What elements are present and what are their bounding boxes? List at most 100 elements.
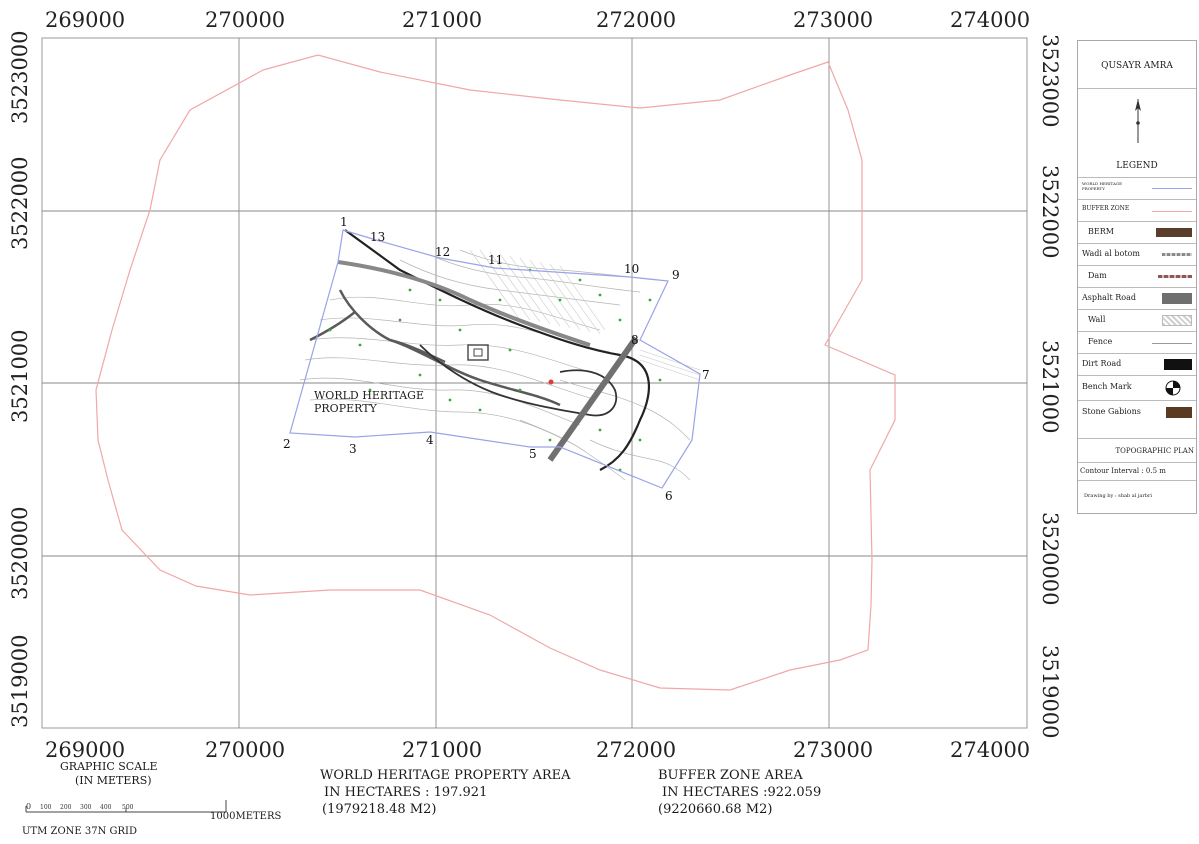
point-label-4: 4 — [426, 433, 434, 447]
whp-area-line3: (1979218.48 M2) — [322, 802, 437, 817]
x-tick-bottom-3: 271000 — [402, 738, 482, 762]
gabions-icon — [1166, 407, 1192, 418]
map-label-line2: PROPERTY — [314, 402, 378, 415]
scale-tick-100: 100 — [40, 804, 52, 811]
legend-label-asphalt: Asphalt Road — [1082, 293, 1136, 302]
north-arrow-box: LEGEND — [1078, 88, 1196, 186]
scale-units: (IN METERS) — [75, 774, 152, 787]
x-tick-top-4: 272000 — [596, 8, 676, 32]
asphalt-road-icon — [1162, 293, 1192, 304]
x-tick-bottom-1: 269000 — [45, 738, 125, 762]
asphalt-road — [547, 336, 639, 462]
y-tick-right-2: 3522000 — [1038, 165, 1062, 259]
point-label-3: 3 — [349, 442, 357, 456]
building-inner — [473, 348, 483, 357]
hatched-area — [469, 249, 701, 381]
legend-item-fence: Fence — [1078, 331, 1196, 353]
berm-box-icon — [1156, 228, 1192, 237]
x-tick-top-1: 269000 — [45, 8, 125, 32]
legend-item-asphalt: Asphalt Road — [1078, 287, 1196, 309]
point-label-1: 1 — [340, 215, 348, 229]
scale-tick-400: 400 — [100, 804, 112, 811]
legend-label-whp: WORLD HERITAGE PROPERTY — [1082, 181, 1122, 191]
legend-plan-title: TOPOGRAPHIC PLAN — [1115, 447, 1194, 455]
point-label-12: 12 — [435, 245, 450, 259]
legend-label-wadi: Wadi al botom — [1082, 249, 1140, 258]
grid-lines — [42, 38, 1027, 728]
legend-heading: LEGEND — [1116, 161, 1158, 171]
y-tick-right-4: 3520000 — [1038, 512, 1062, 606]
legend-panel: QUSAYR AMRA LEGEND WORLD HERITAGE PROPER… — [1077, 40, 1197, 514]
x-tick-top-6: 274000 — [950, 8, 1030, 32]
buffer-line-icon — [1152, 211, 1192, 212]
fence-line-icon — [1152, 343, 1192, 344]
legend-label-dam: Dam — [1088, 271, 1107, 280]
buffer-area-line3: (9220660.68 M2) — [658, 802, 773, 817]
north-arrow-icon — [1135, 99, 1141, 143]
dirt-road — [344, 229, 651, 471]
dirt-road-icon — [1164, 359, 1192, 370]
map-label-line1: WORLD HERITAGE — [314, 389, 424, 402]
y-tick-left-2: 3522000 — [8, 156, 32, 250]
legend-item-gabions: Stone Gabions — [1078, 400, 1196, 424]
legend-label-buffer: BUFFER ZONE — [1082, 205, 1130, 212]
utm-grid-label: UTM ZONE 37N GRID — [22, 826, 138, 837]
x-tick-bottom-4: 272000 — [596, 738, 676, 762]
legend-contour: Contour Interval : 0.5 m — [1080, 467, 1166, 475]
y-tick-right-1: 3523000 — [1038, 34, 1062, 128]
legend-item-bench-mark: Bench Mark — [1078, 375, 1196, 400]
legend-item-whp: WORLD HERITAGE PROPERTY — [1078, 177, 1196, 199]
buffer-zone-boundary — [95, 54, 896, 691]
buffer-area-line2: IN HECTARES :922.059 — [662, 785, 822, 800]
y-tick-left-3: 3521000 — [8, 329, 32, 423]
y-tick-left-5: 3519000 — [8, 634, 32, 728]
x-tick-top-2: 270000 — [205, 8, 285, 32]
x-tick-top-5: 273000 — [793, 8, 873, 32]
scale-title: GRAPHIC SCALE — [60, 760, 158, 773]
legend-item-wall: Wall — [1078, 309, 1196, 331]
scale-tick-200: 200 — [60, 804, 72, 811]
point-label-9: 9 — [672, 268, 680, 282]
y-tick-right-3: 3521000 — [1038, 340, 1062, 434]
point-label-8: 8 — [631, 333, 639, 347]
legend-plan-box: TOPOGRAPHIC PLAN — [1078, 438, 1196, 462]
legend-title: QUSAYR AMRA — [1101, 61, 1173, 71]
legend-label-bench-mark: Bench Mark — [1082, 382, 1132, 391]
scale-tick-0: 0 — [26, 802, 31, 811]
legend-contour-box: Contour Interval : 0.5 m — [1078, 462, 1196, 480]
y-tick-right-5: 3519000 — [1038, 645, 1062, 739]
bench-mark-icon — [1165, 380, 1181, 396]
legend-item-wadi: Wadi al botom — [1078, 243, 1196, 265]
legend-item-dirt-road: Dirt Road — [1078, 353, 1196, 375]
legend-item-buffer: BUFFER ZONE — [1078, 199, 1196, 221]
point-label-6: 6 — [665, 489, 673, 503]
wadi-icon — [1162, 253, 1192, 256]
wadi — [309, 289, 561, 407]
building — [467, 344, 489, 361]
scale-tick-300: 300 — [80, 804, 92, 811]
y-tick-left-4: 3520000 — [8, 506, 32, 600]
scale-tick-500: 500 — [122, 804, 134, 811]
whp-area-line2: IN HECTARES : 197.921 — [324, 785, 488, 800]
world-heritage-boundary — [289, 229, 701, 489]
point-label-5: 5 — [529, 447, 537, 461]
x-tick-bottom-6: 274000 — [950, 738, 1030, 762]
whp-area-line1: WORLD HERITAGE PROPERTY AREA — [320, 768, 571, 783]
dam-icon — [1158, 275, 1192, 278]
whp-line-icon — [1152, 188, 1192, 189]
legend-label-gabions: Stone Gabions — [1082, 407, 1141, 416]
point-label-13: 13 — [370, 230, 385, 244]
legend-label-wall: Wall — [1088, 315, 1106, 324]
legend-label-dirt-road: Dirt Road — [1082, 359, 1122, 368]
legend-item-berm: BERM — [1078, 221, 1196, 243]
bench-mark-point — [548, 379, 554, 385]
buffer-area-line1: BUFFER ZONE AREA — [658, 768, 803, 783]
x-tick-bottom-2: 270000 — [205, 738, 285, 762]
legend-drawn-by: Drawing by : shab al jarbri — [1084, 493, 1152, 499]
point-label-11: 11 — [488, 253, 503, 267]
legend-label-fence: Fence — [1088, 337, 1113, 346]
point-label-7: 7 — [702, 368, 710, 382]
point-label-2: 2 — [283, 437, 291, 451]
legend-drawn-box: Drawing by : shab al jarbri — [1078, 480, 1196, 514]
